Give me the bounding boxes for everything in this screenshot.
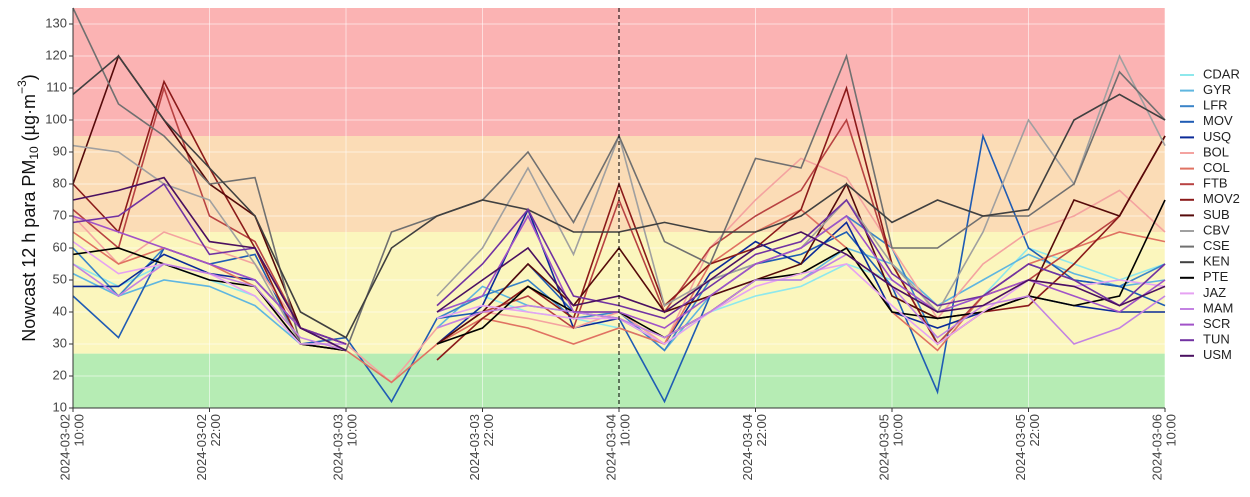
- legend-label: MOV: [1203, 113, 1233, 128]
- x-tick-label: 22:00: [481, 414, 496, 447]
- y-tick-label: 10: [53, 399, 67, 414]
- legend-label: KEN: [1203, 254, 1230, 269]
- legend-label: GYR: [1203, 82, 1231, 97]
- legend-label: TUN: [1203, 332, 1230, 347]
- y-tick-label: 130: [45, 15, 67, 30]
- x-tick-label: 10:00: [617, 414, 632, 447]
- legend-label: USM: [1203, 347, 1232, 362]
- x-tick-label: 2024-03-06: [1149, 414, 1164, 481]
- x-tick-label: 2024-03-04: [740, 414, 755, 481]
- y-tick-label: 60: [53, 239, 67, 254]
- y-tick-label: 80: [53, 175, 67, 190]
- y-title-sup: −3: [15, 80, 29, 94]
- legend-label: JAZ: [1203, 285, 1226, 300]
- y-title-text: Nowcast 12 h para PM: [19, 160, 39, 342]
- legend-label: MOV2: [1203, 191, 1240, 206]
- x-tick-label: 2024-03-03: [467, 414, 482, 481]
- y-axis-title: Nowcast 12 h para PM10 (µg·m−3): [15, 74, 41, 342]
- y-tick-label: 70: [53, 207, 67, 222]
- legend-label: BOL: [1203, 144, 1229, 159]
- legend-label: FTB: [1203, 176, 1228, 191]
- legend-label: CDAR: [1203, 66, 1240, 81]
- y-tick-label: 30: [53, 335, 67, 350]
- y-tick-label: 120: [45, 47, 67, 62]
- x-tick-label: 2024-03-03: [330, 414, 345, 481]
- legend-label: SCR: [1203, 316, 1230, 331]
- x-tick-label: 10:00: [344, 414, 359, 447]
- legend-label: COL: [1203, 160, 1230, 175]
- legend-label: CSE: [1203, 238, 1230, 253]
- y-tick-label: 100: [45, 111, 67, 126]
- y-tick-label: 20: [53, 367, 67, 382]
- x-tick-label: 10:00: [1163, 414, 1178, 447]
- legend-label: MAM: [1203, 300, 1233, 315]
- x-tick-label: 2024-03-02: [194, 414, 209, 481]
- legend-label: SUB: [1203, 207, 1230, 222]
- y-tick-label: 90: [53, 143, 67, 158]
- y-title-end: ): [19, 74, 39, 80]
- legend-label: CBV: [1203, 222, 1230, 237]
- x-tick-label: 22:00: [208, 414, 223, 447]
- legend-label: PTE: [1203, 269, 1229, 284]
- legend-label: LFR: [1203, 98, 1228, 113]
- x-tick-label: 2024-03-02: [57, 414, 72, 481]
- x-tick-label: 22:00: [1027, 414, 1042, 447]
- y-title-sub: 10: [27, 146, 41, 160]
- x-tick-label: 2024-03-04: [603, 414, 618, 481]
- y-title-unit: (µg·m: [19, 94, 39, 146]
- x-tick-label: 2024-03-05: [1013, 414, 1028, 481]
- y-tick-label: 40: [53, 303, 67, 318]
- legend-label: USQ: [1203, 129, 1231, 144]
- series-line: [72, 176, 1166, 352]
- y-tick-label: 110: [46, 79, 67, 94]
- x-tick-label: 2024-03-05: [876, 414, 891, 481]
- series-line: [72, 253, 1166, 352]
- x-tick-label: 22:00: [754, 414, 769, 447]
- y-tick-label: 50: [53, 271, 67, 286]
- x-tick-label: 10:00: [890, 414, 905, 447]
- x-tick-label: 10:00: [71, 414, 86, 447]
